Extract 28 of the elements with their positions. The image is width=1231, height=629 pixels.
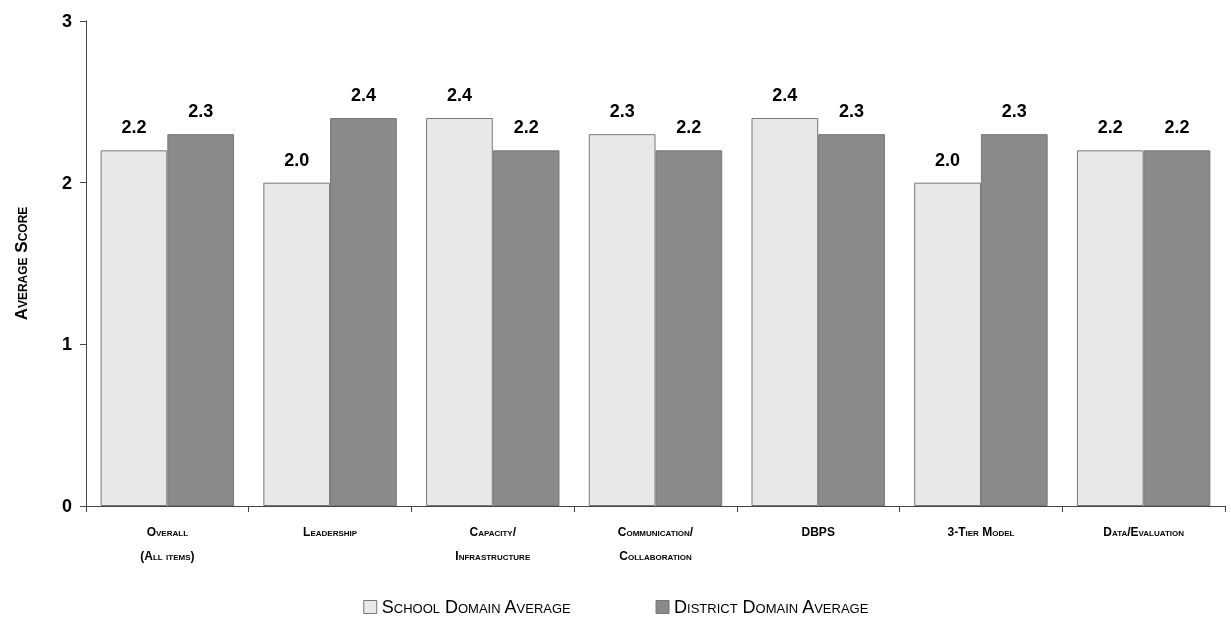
x-tick-label: DBPS bbox=[801, 525, 835, 539]
x-tick-label: Data/Evaluation bbox=[1103, 525, 1185, 539]
x-tick-label: Communication/ Collaboration bbox=[617, 525, 694, 563]
x-tick-label: Leadership bbox=[303, 525, 358, 539]
data-label: 2.2 bbox=[513, 117, 539, 138]
y-axis-title: Average Score bbox=[12, 206, 31, 321]
data-label: 2.2 bbox=[121, 117, 147, 138]
legend-label: District Domain Average bbox=[674, 597, 869, 617]
y-tick-label: 1 bbox=[61, 334, 72, 355]
data-label: 2.2 bbox=[1164, 117, 1190, 138]
x-tick-label: 3-Tier Model bbox=[947, 525, 1015, 539]
data-label: 2.4 bbox=[446, 85, 472, 105]
data-label: 2.3 bbox=[839, 101, 865, 122]
y-tick-label: 3 bbox=[61, 11, 72, 31]
x-tick-label: Overall (All items) bbox=[140, 525, 195, 563]
data-label: 2.3 bbox=[188, 101, 214, 122]
data-label: 2.2 bbox=[676, 117, 702, 138]
data-label: 2.4 bbox=[772, 85, 798, 105]
data-label: 2.2 bbox=[1097, 117, 1123, 138]
data-label: 2.3 bbox=[1001, 101, 1027, 122]
data-label: 2.3 bbox=[609, 101, 635, 122]
y-tick-label: 2 bbox=[61, 172, 72, 193]
data-label: 2.0 bbox=[935, 149, 961, 170]
legend-label: School Domain Average bbox=[381, 597, 572, 617]
x-tick-label: Capacity/ Infrastructure bbox=[455, 525, 531, 563]
y-tick-label: 0 bbox=[61, 496, 72, 516]
data-label: 2.0 bbox=[284, 149, 310, 170]
data-label: 2.4 bbox=[350, 85, 376, 105]
